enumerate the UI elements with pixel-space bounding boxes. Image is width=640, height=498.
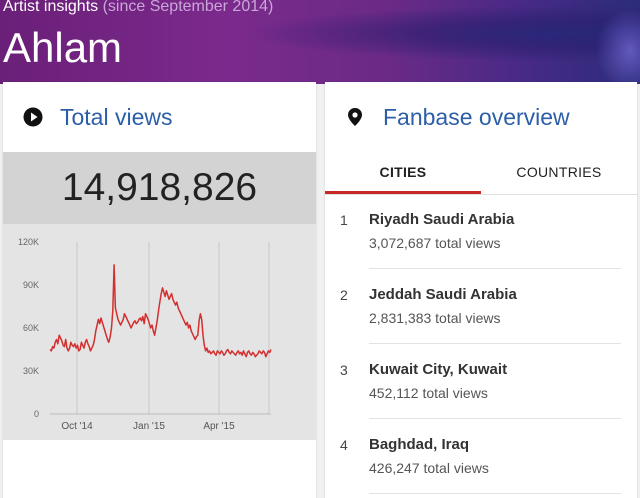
total-views-header: Total views — [3, 82, 316, 152]
fanbase-tabs: CITIES COUNTRIES — [325, 152, 637, 195]
total-views-title: Total views — [60, 104, 173, 130]
artist-name: Ahlam — [3, 24, 123, 71]
x-tick-label: Jan '15 — [133, 421, 165, 432]
list-item-views: 452,112 total views — [369, 385, 488, 401]
list-item-name: Kuwait City, Kuwait — [369, 361, 508, 378]
divider — [369, 268, 621, 269]
list-item-views: 2,831,383 total views — [369, 310, 501, 326]
list-item[interactable]: 3 Kuwait City, Kuwait 452,112 total view… — [325, 344, 637, 419]
total-views-value: 14,918,826 — [61, 166, 258, 209]
fanbase-header: Fanbase overview — [325, 82, 637, 152]
y-tick-label: 60K — [23, 323, 39, 333]
list-item[interactable]: 2 Jeddah Saudi Arabia 2,831,383 total vi… — [325, 269, 637, 344]
list-item-rank: 2 — [340, 287, 348, 303]
y-tick-label: 0 — [34, 409, 39, 419]
y-tick-label: 30K — [23, 366, 39, 376]
y-tick-label: 90K — [23, 280, 39, 290]
list-item-rank: 4 — [340, 437, 348, 453]
subtitle-date-range: (since September 2014) — [102, 0, 274, 15]
views-series-line — [49, 264, 272, 358]
city-list: 1 Riyadh Saudi Arabia 3,072,687 total vi… — [325, 194, 637, 494]
views-line-chart: 0 30K 60K 90K 120K Oct '14 Jan '15 Apr '15 — [18, 237, 272, 432]
x-tick-label: Apr '15 — [203, 421, 235, 432]
list-item[interactable]: 1 Riyadh Saudi Arabia 3,072,687 total vi… — [325, 194, 637, 269]
header-glow — [590, 0, 640, 84]
list-item-name: Riyadh Saudi Arabia — [369, 211, 515, 228]
active-tab-indicator — [325, 191, 481, 194]
artist-header: Artist insights (since September 2014) A… — [0, 0, 640, 84]
fanbase-title: Fanbase overview — [383, 104, 570, 130]
location-pin-icon — [345, 107, 365, 127]
list-item-views: 426,247 total views — [369, 460, 489, 476]
views-chart: 0 30K 60K 90K 120K Oct '14 Jan '15 Apr '15 — [3, 224, 316, 440]
play-circle-icon — [23, 107, 43, 127]
list-item-rank: 3 — [340, 362, 348, 378]
list-item-name: Jeddah Saudi Arabia — [369, 286, 517, 303]
y-tick-label: 120K — [18, 237, 39, 247]
divider — [369, 418, 621, 419]
divider — [369, 343, 621, 344]
header-subtitle: Artist insights (since September 2014) — [3, 0, 273, 16]
divider — [369, 493, 621, 494]
x-tick-label: Oct '14 — [61, 421, 93, 432]
list-item-views: 3,072,687 total views — [369, 235, 501, 251]
total-views-value-box: 14,918,826 — [3, 152, 316, 224]
tab-countries[interactable]: COUNTRIES — [516, 164, 602, 180]
fanbase-card: Fanbase overview CITIES COUNTRIES 1 Riya… — [325, 82, 637, 498]
subtitle-text: Artist insights — [3, 0, 99, 15]
total-views-card: Total views 14,918,826 0 30K 60K 90K 120K Oct… — [3, 82, 316, 498]
tab-cities[interactable]: CITIES — [379, 164, 427, 180]
list-item[interactable]: 4 Baghdad, Iraq 426,247 total views — [325, 419, 637, 494]
list-item-name: Baghdad, Iraq — [369, 436, 470, 453]
list-item-rank: 1 — [340, 212, 348, 228]
